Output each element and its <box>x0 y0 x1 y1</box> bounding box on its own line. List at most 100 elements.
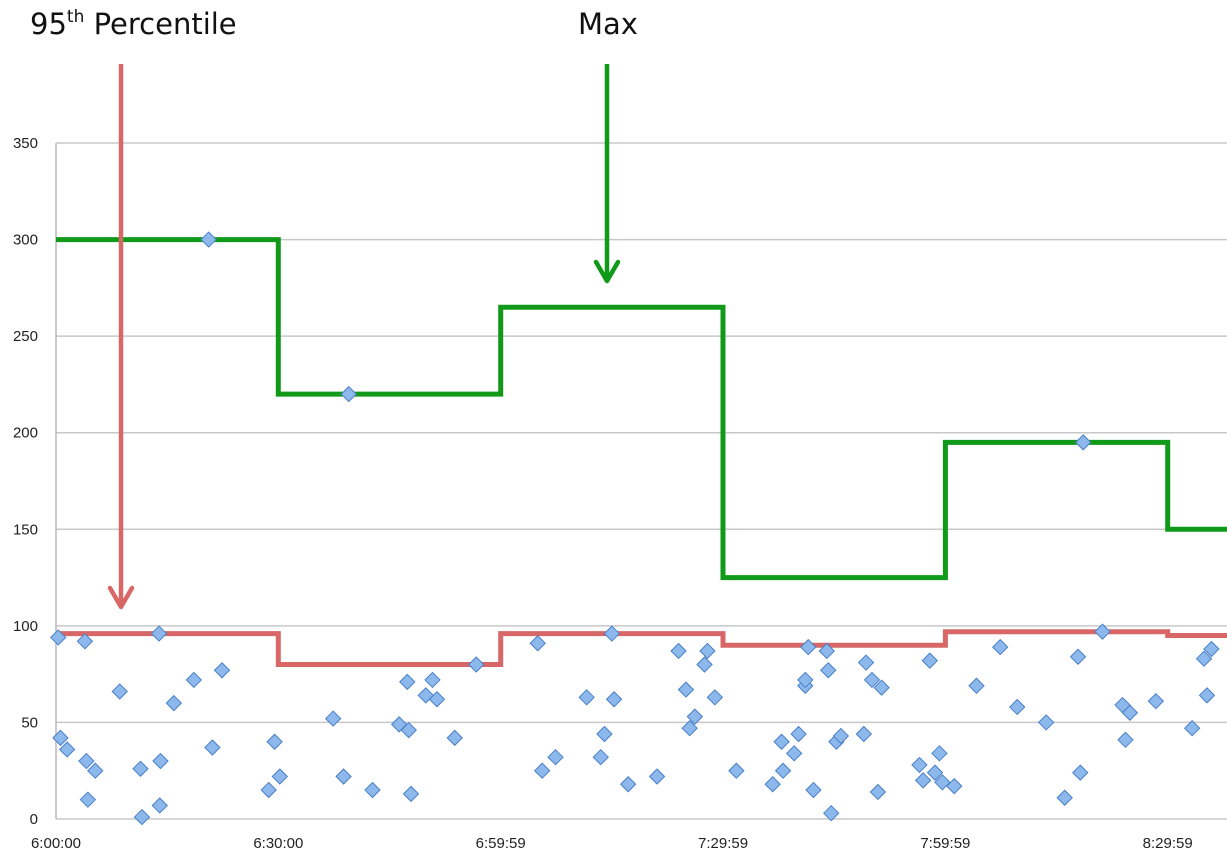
y-tick-label-50: 50 <box>21 714 38 731</box>
y-tick-label-100: 100 <box>13 618 38 635</box>
scatter-point-93 <box>1198 687 1216 704</box>
y-tick-label-350: 350 <box>13 135 38 152</box>
scatter-point-84 <box>1072 764 1089 781</box>
series-line-95th-percentile <box>56 629 1227 667</box>
scatter-point-26 <box>399 673 416 691</box>
scatter-point-86 <box>1094 623 1111 640</box>
scatter-point-5 <box>79 791 97 808</box>
scatter-point-92 <box>1195 650 1213 667</box>
scatter-point-3 <box>76 633 94 650</box>
scatter-point-12 <box>151 797 168 814</box>
scatter-point-51 <box>728 762 745 779</box>
scatter-point-35 <box>533 762 551 779</box>
scatter-point-70 <box>873 679 890 696</box>
scatter-point-69 <box>869 783 887 801</box>
scatter-point-60 <box>805 781 822 799</box>
scatter-point-59 <box>800 638 817 656</box>
scatter-point-88 <box>1117 731 1134 749</box>
scatter-point-46 <box>681 720 698 737</box>
scatter-point-90 <box>1147 692 1165 710</box>
y-tick-label-200: 200 <box>13 425 38 442</box>
scatter-point-7 <box>111 683 128 700</box>
scatter-point-9 <box>133 808 151 826</box>
scatter-point-62 <box>818 642 835 660</box>
scatter-point-66 <box>855 725 873 743</box>
scatter-point-0 <box>50 629 67 646</box>
y-tick-label-300: 300 <box>13 232 38 249</box>
scatter-point-58 <box>797 671 814 689</box>
annotation-label-p95-sup: th <box>67 7 84 27</box>
y-tick-label-250: 250 <box>13 328 38 345</box>
scatter-point-53 <box>773 733 790 750</box>
scatter-point-44 <box>670 642 687 660</box>
scatter-point-33 <box>468 656 485 673</box>
x-tick-label-2: 6:59:59 <box>476 835 526 852</box>
scatter-point-39 <box>596 725 613 743</box>
scatter-point-52 <box>764 776 781 793</box>
scatter-point-8 <box>132 760 149 777</box>
scatter-point-79 <box>992 638 1009 656</box>
x-tick-label-5: 8:29:59 <box>1143 835 1193 852</box>
scatter-point-63 <box>823 804 840 822</box>
scatter-point-61 <box>820 662 837 679</box>
scatter-point-48 <box>696 656 713 673</box>
scatter-point-76 <box>934 774 951 791</box>
scatter-point-6 <box>87 762 104 779</box>
scatter-point-30 <box>424 671 441 689</box>
scatter-point-72 <box>914 772 932 789</box>
annotations: 95th Percentile Max <box>30 7 638 610</box>
scatter-point-65 <box>832 727 850 745</box>
scatter-point-83 <box>1069 648 1087 665</box>
scatter-point-36 <box>547 748 564 766</box>
annotation-arrow-p95 <box>107 64 135 610</box>
annotation-arrow-max <box>593 64 621 284</box>
scatter-point-14 <box>185 671 203 689</box>
scatter-point-11 <box>152 752 169 770</box>
series-lines <box>56 237 1227 667</box>
scatter-point-38 <box>592 748 609 766</box>
annotation-label-p95-base: 95 <box>30 7 67 41</box>
scatter-point-40 <box>603 625 621 642</box>
scatter-point-10 <box>150 625 168 642</box>
scatter-point-94 <box>1203 640 1220 658</box>
scatter-point-85 <box>1075 434 1092 451</box>
scatter-point-27 <box>400 721 417 739</box>
x-tick-label-4: 7:59:59 <box>920 835 970 852</box>
annotation-label-p95-rest: Percentile <box>84 7 236 41</box>
scatter-point-21 <box>324 710 342 727</box>
scatter-point-1 <box>52 729 69 747</box>
grid-lines <box>55 142 1227 820</box>
scatter-point-67 <box>857 654 875 671</box>
x-axis-tick-labels: 6:00:00 6:30:00 6:59:59 7:29:59 7:59:59 8:29:… <box>31 835 1193 852</box>
scatter-point-2 <box>58 741 76 758</box>
scatter-point-28 <box>402 785 420 803</box>
scatter-point-19 <box>266 733 283 750</box>
scatter-point-13 <box>165 694 183 712</box>
scatter-point-47 <box>686 708 704 725</box>
scatter-point-71 <box>911 756 928 774</box>
x-tick-label-0: 6:00:00 <box>31 835 81 852</box>
scatter-point-77 <box>946 777 963 795</box>
scatter-point-16 <box>204 739 221 756</box>
series-line-max <box>56 237 1227 581</box>
scatter-point-55 <box>785 745 803 762</box>
x-tick-label-1: 6:30:00 <box>253 835 303 852</box>
y-tick-label-150: 150 <box>13 521 38 538</box>
scatter-point-18 <box>260 781 277 799</box>
scatter-point-82 <box>1056 789 1073 806</box>
y-axis-tick-labels: 0 50 100 150 200 250 300 350 <box>13 135 38 828</box>
y-tick-label-0: 0 <box>30 811 38 828</box>
scatter-point-15 <box>200 231 217 248</box>
scatter-point-32 <box>446 729 463 747</box>
scatter-point-56 <box>790 725 807 743</box>
scatter-point-75 <box>931 745 948 762</box>
scatter-point-4 <box>78 752 95 770</box>
scatter-point-41 <box>605 691 623 708</box>
annotation-label-max: Max <box>578 7 638 41</box>
scatter-point-73 <box>921 652 939 669</box>
scatter-point-68 <box>863 671 881 689</box>
scatter-point-49 <box>699 642 716 660</box>
scatter-point-17 <box>213 662 231 679</box>
scatter-point-31 <box>428 691 446 708</box>
